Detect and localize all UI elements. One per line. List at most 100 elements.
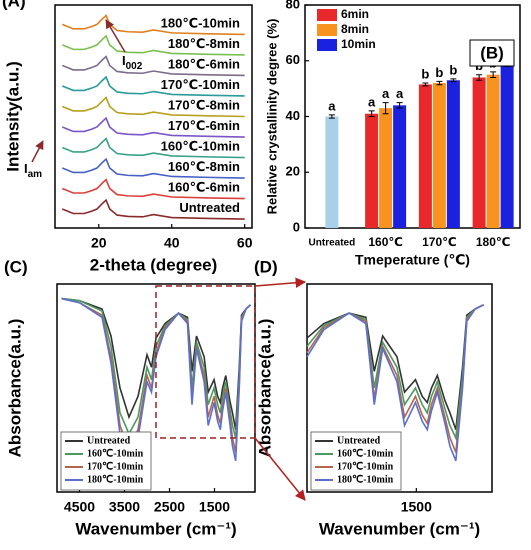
legend-label: Untreated bbox=[337, 435, 381, 446]
spectrum-line bbox=[61, 75, 245, 97]
y-tick-label: 20 bbox=[286, 164, 300, 179]
x-tick-label: 160℃ bbox=[368, 235, 403, 249]
series-label: 180℃-6min bbox=[168, 56, 240, 71]
x-axis-title: Wavenumber (cm⁻¹) bbox=[75, 519, 236, 538]
x-tick-label: 170℃ bbox=[422, 235, 457, 249]
legend-label: 170℃-10min bbox=[337, 461, 394, 472]
x-tick-label: 4500 bbox=[64, 499, 95, 515]
bar bbox=[486, 74, 500, 228]
error-bar bbox=[476, 74, 483, 81]
x-tick-label: 3500 bbox=[109, 499, 140, 515]
significance-letter: a bbox=[328, 98, 336, 113]
significance-letter: b bbox=[449, 62, 457, 77]
annotation-main: I bbox=[24, 161, 28, 176]
significance-letter: a bbox=[382, 86, 390, 101]
legend-swatch bbox=[317, 39, 337, 51]
x-tick-label: 2500 bbox=[154, 499, 185, 515]
bar bbox=[446, 80, 460, 228]
annotation-main: I bbox=[122, 53, 126, 68]
error-bar bbox=[450, 78, 457, 83]
series-label: 170℃-6min bbox=[168, 118, 240, 133]
error-bar bbox=[490, 71, 497, 78]
x-tick-label: 60 bbox=[237, 235, 253, 251]
x-tick-label: 20 bbox=[91, 235, 107, 251]
spectrum-line bbox=[61, 178, 245, 200]
legend-swatch bbox=[317, 9, 337, 21]
spectrum-line bbox=[61, 34, 245, 56]
series-label: 160℃-10min bbox=[161, 138, 240, 153]
series-label: 160℃-8min bbox=[168, 159, 240, 174]
bar bbox=[418, 84, 432, 228]
plot-frame bbox=[306, 283, 493, 493]
zoom-connector bbox=[254, 277, 307, 288]
bar bbox=[432, 83, 446, 228]
legend-label: 180℃-10min bbox=[87, 474, 144, 485]
y-axis-title: Intensity(a.u.) bbox=[3, 61, 22, 172]
y-tick-label: 80 bbox=[286, 0, 300, 11]
y-axis-title: Absorbance(a.u.) bbox=[255, 319, 274, 458]
panel-label-box bbox=[469, 39, 515, 67]
annotation-sub: 002 bbox=[126, 61, 143, 72]
bar bbox=[365, 113, 379, 228]
panel-label: (C) bbox=[4, 257, 28, 276]
significance-letter: a bbox=[368, 94, 376, 109]
x-tick-label: 1500 bbox=[199, 499, 230, 515]
spectrum-line bbox=[61, 297, 252, 430]
panel-label: (A) bbox=[2, 0, 26, 10]
bar bbox=[472, 77, 486, 228]
error-bar bbox=[328, 114, 335, 119]
error-bar bbox=[368, 110, 375, 117]
series-label: Untreated bbox=[179, 200, 240, 215]
x-tick-label: 40 bbox=[164, 235, 180, 251]
spectrum-line bbox=[61, 157, 245, 179]
error-bar bbox=[382, 102, 389, 115]
significance-letter: b bbox=[435, 65, 443, 80]
zoom-box bbox=[155, 285, 256, 439]
bar bbox=[379, 108, 393, 228]
bar bbox=[325, 116, 339, 228]
bar bbox=[393, 105, 407, 228]
x-axis-title: 2-theta (degree) bbox=[90, 255, 218, 274]
series-label: 170℃-8min bbox=[168, 97, 240, 112]
x-tick-label: 1500 bbox=[401, 499, 432, 515]
legend-label: 10min bbox=[341, 37, 376, 51]
annotation-sub: am bbox=[28, 169, 43, 180]
series-label: 180℃-8min bbox=[168, 36, 240, 51]
y-tick-label: 60 bbox=[286, 52, 300, 67]
error-bar bbox=[422, 82, 429, 87]
legend-label: Untreated bbox=[87, 435, 131, 446]
spectrum-line bbox=[61, 297, 252, 439]
x-tick-label: 180℃ bbox=[476, 235, 511, 249]
spectrum-line bbox=[61, 96, 245, 118]
series-label: 170℃-10min bbox=[161, 77, 240, 92]
error-bar bbox=[396, 102, 403, 109]
panel-label: (D) bbox=[254, 257, 278, 276]
x-axis-title: Wavenumber (cm⁻¹) bbox=[319, 519, 480, 538]
annotation: Iam bbox=[24, 161, 42, 179]
legend-label: 6min bbox=[341, 7, 369, 21]
spectrum-line bbox=[61, 116, 245, 138]
plot-frame bbox=[54, 4, 253, 229]
spectrum-line bbox=[61, 137, 245, 159]
spectrum-line bbox=[306, 304, 484, 462]
y-axis-title: Relative crystallinity degree (%) bbox=[264, 19, 279, 215]
legend-label: 180℃-10min bbox=[337, 474, 394, 485]
x-tick-label: Untreated bbox=[309, 238, 356, 249]
legend-label: 160℃-10min bbox=[87, 448, 144, 459]
legend-label: 160℃-10min bbox=[337, 448, 394, 459]
legend-swatch bbox=[317, 24, 337, 36]
significance-letter: b bbox=[421, 66, 429, 81]
series-label: 160℃-6min bbox=[168, 179, 240, 194]
y-tick-label: 40 bbox=[286, 108, 300, 123]
spectrum-line bbox=[61, 198, 245, 220]
error-bar bbox=[436, 80, 443, 86]
panel-label: (B) bbox=[480, 43, 504, 62]
bar bbox=[500, 63, 514, 228]
annotation: I002 bbox=[122, 53, 143, 71]
annotation-arrow bbox=[31, 140, 44, 163]
zoom-connector bbox=[254, 437, 306, 501]
series-label: 180℃-10min bbox=[161, 15, 240, 30]
y-tick-label: 0 bbox=[293, 219, 300, 234]
spectrum-line bbox=[61, 55, 245, 77]
